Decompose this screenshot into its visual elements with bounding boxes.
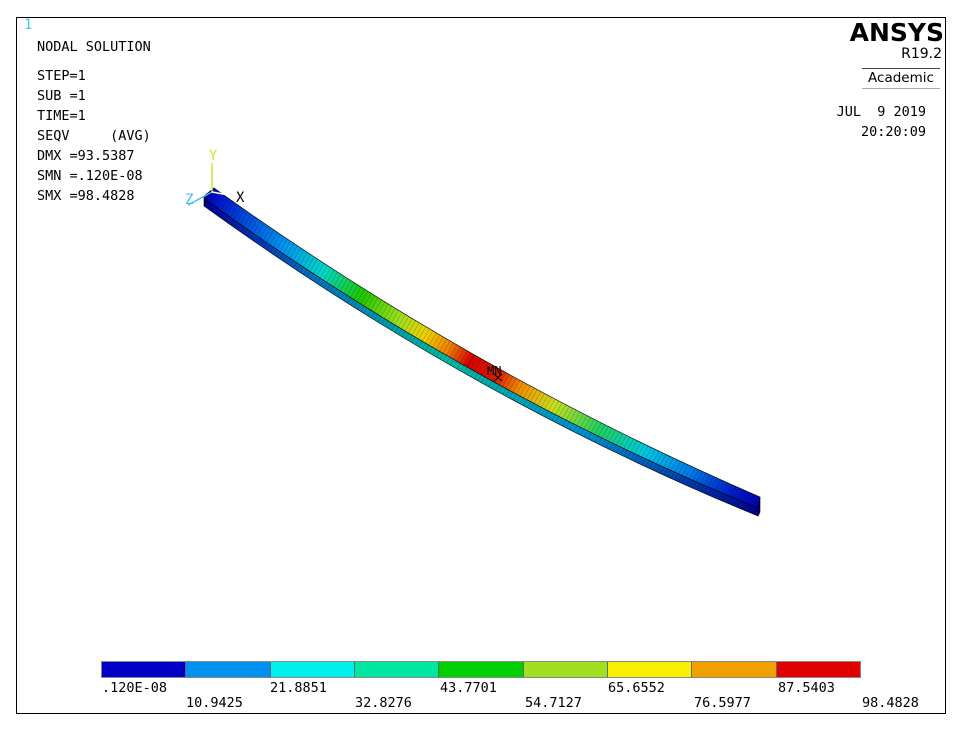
smn-readout: SMN =.120E-08 xyxy=(37,168,143,184)
triad-x-label: X xyxy=(236,190,245,206)
legend-color-segment xyxy=(692,662,777,677)
solution-title: NODAL SOLUTION xyxy=(37,39,151,55)
coordinate-triad xyxy=(187,163,235,206)
edition-label: Academic xyxy=(862,68,940,89)
legend-label-7: 65.6552 xyxy=(608,680,665,696)
time-readout: TIME=1 xyxy=(37,108,86,124)
legend-label-3: 21.8851 xyxy=(270,680,327,696)
triad-z-label: Z xyxy=(185,192,193,208)
step-readout: STEP=1 xyxy=(37,68,86,84)
version-label: R19.2 xyxy=(901,46,942,62)
date-label: JUL 9 2019 xyxy=(836,104,926,120)
legend-label-2: 10.9425 xyxy=(186,695,243,711)
result-item-readout: SEQV (AVG) xyxy=(37,128,151,144)
ansys-logo: ANSYS xyxy=(849,18,944,47)
window-number: 1 xyxy=(24,17,33,33)
legend-color-segment xyxy=(354,662,440,677)
legend-color-segment xyxy=(186,662,271,677)
legend-label-8: 76.5977 xyxy=(694,695,751,711)
legend-color-segment xyxy=(776,662,860,677)
legend-label-1: .120E-08 xyxy=(102,680,168,696)
legend-label-10: 98.4828 xyxy=(862,695,919,711)
legend-color-segment xyxy=(607,662,693,677)
time-label: 20:20:09 xyxy=(860,124,926,140)
min-marker: MN xyxy=(487,364,501,378)
legend-label-5: 43.7701 xyxy=(440,680,497,696)
legend-color-segment xyxy=(523,662,608,677)
legend-label-9: 87.5403 xyxy=(778,680,835,696)
legend-label-6: 54.7127 xyxy=(525,695,582,711)
legend-color-segment xyxy=(102,662,187,677)
triad-y-label: Y xyxy=(209,148,218,164)
smx-readout: SMX =98.4828 xyxy=(37,188,135,204)
legend-color-segment xyxy=(439,662,524,677)
contour-legend-bar xyxy=(101,661,861,678)
legend-color-segment xyxy=(270,662,355,677)
substep-readout: SUB =1 xyxy=(37,88,86,104)
dmx-readout: DMX =93.5387 xyxy=(37,148,135,164)
legend-label-4: 32.8276 xyxy=(355,695,412,711)
